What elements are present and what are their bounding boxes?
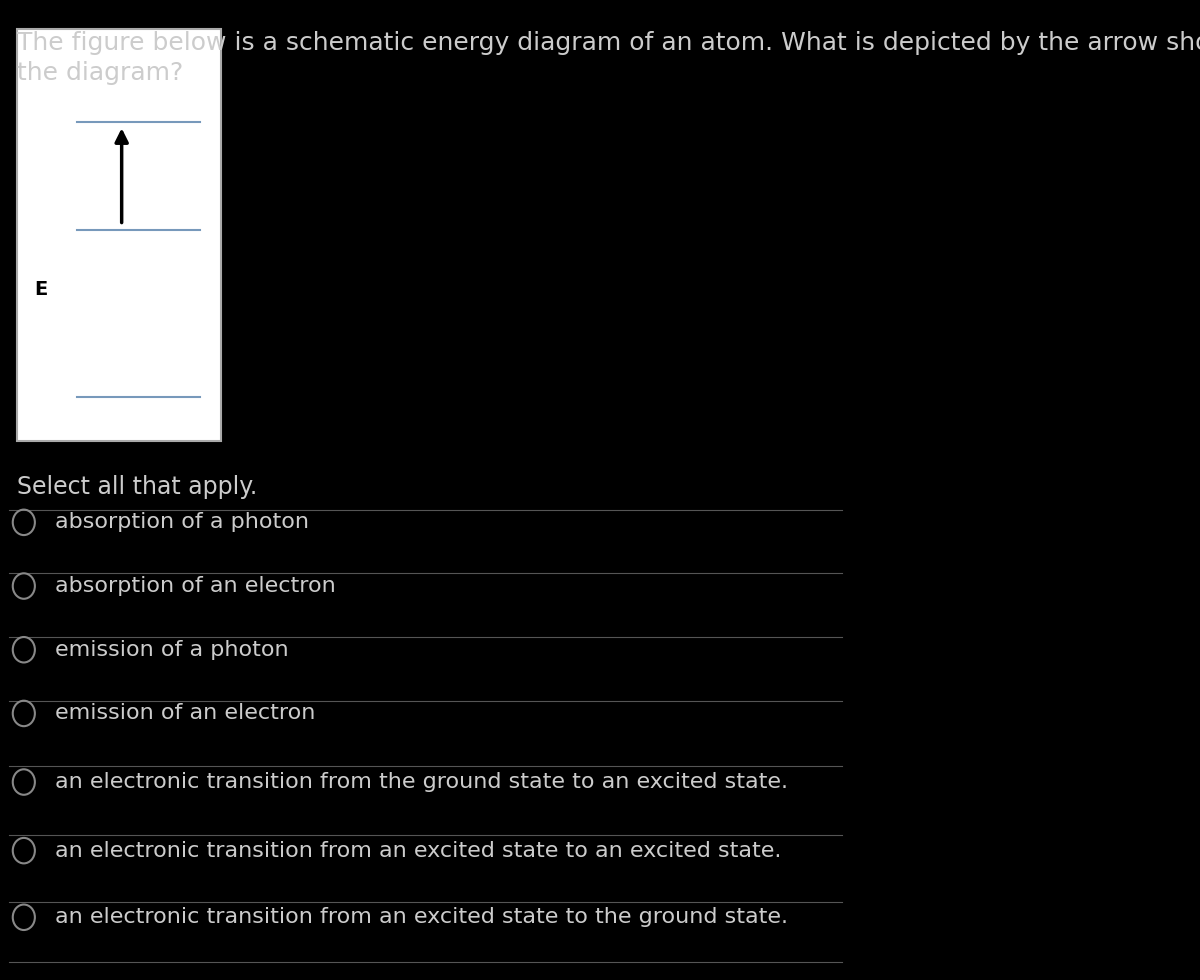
Text: absorption of a photon: absorption of a photon [55,513,310,532]
Text: emission of an electron: emission of an electron [55,704,316,723]
Text: the diagram?: the diagram? [17,61,184,84]
FancyBboxPatch shape [17,29,221,441]
Text: an electronic transition from the ground state to an excited state.: an electronic transition from the ground… [55,772,788,792]
Text: absorption of an electron: absorption of an electron [55,576,336,596]
Text: The figure below is a schematic energy diagram of an atom. What is depicted by t: The figure below is a schematic energy d… [17,31,1200,55]
Text: Select all that apply.: Select all that apply. [17,475,257,499]
Text: an electronic transition from an excited state to the ground state.: an electronic transition from an excited… [55,907,788,927]
Text: E: E [34,279,47,299]
Text: an electronic transition from an excited state to an excited state.: an electronic transition from an excited… [55,841,781,860]
Text: emission of a photon: emission of a photon [55,640,289,660]
